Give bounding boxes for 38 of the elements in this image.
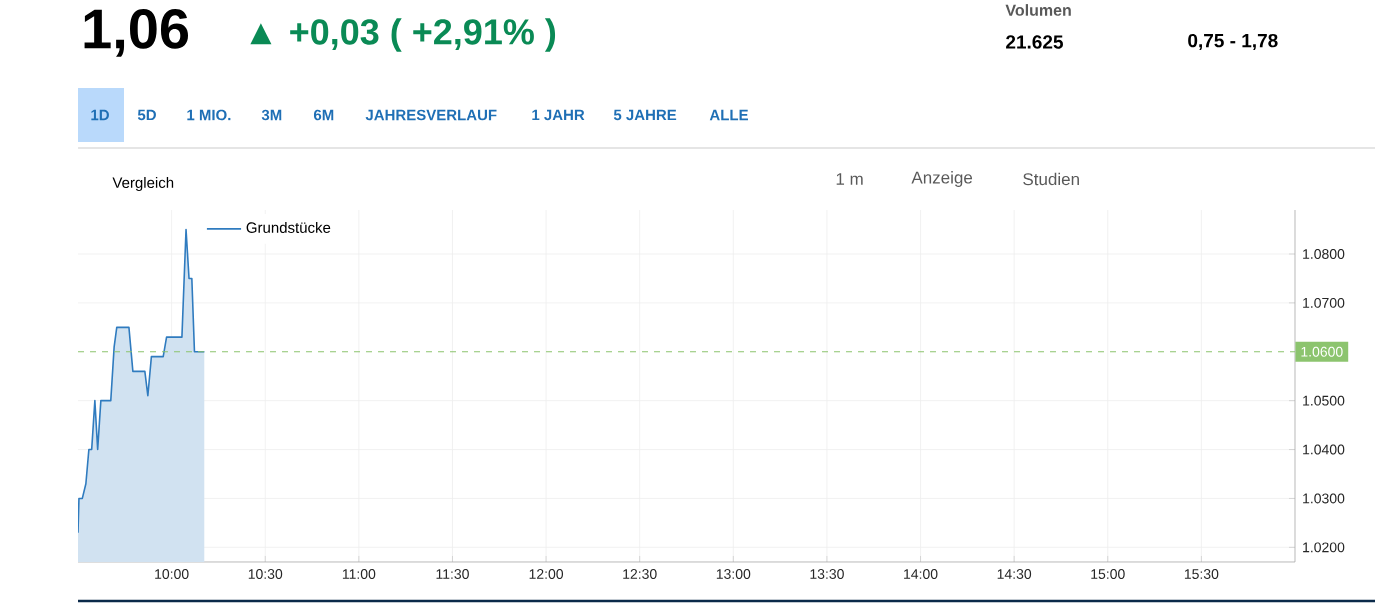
x-tick-label: 11:00 [342, 569, 376, 579]
text: 1 MIO. [187, 109, 231, 121]
text: 0,75 - 1,78 [1188, 33, 1278, 51]
text: 5 JAHRE [613, 109, 677, 121]
x-tick-label: 14:30 [997, 569, 1032, 579]
x-tick-label: 15:30 [1184, 569, 1219, 579]
y-tick-label: 1.0700 [1303, 297, 1345, 308]
x-tick-label: 13:30 [810, 569, 844, 579]
x-tick-label: 13:00 [716, 569, 751, 579]
text: 1 JAHR [532, 109, 585, 121]
text: 1D [91, 109, 109, 121]
chart-title: 1,06 [84, 9, 189, 57]
text: Volumen [1005, 4, 1071, 16]
ref-line-label: 1.0600 [1301, 346, 1343, 357]
x-tick-label: 12:00 [529, 569, 564, 579]
x-tick-label: 11:30 [436, 569, 469, 579]
x-tick-label: 14:00 [904, 569, 938, 579]
y-tick-label: 1.0400 [1303, 444, 1345, 455]
x-tick-label: 10:30 [248, 569, 283, 579]
text: 6M [313, 109, 334, 121]
text: 1 m [836, 173, 863, 185]
text: 21.625 [1006, 35, 1063, 49]
x-tick-label: 15:00 [1091, 569, 1125, 579]
y-tick-label: 1.0200 [1303, 542, 1345, 553]
text: 5D [137, 109, 156, 121]
x-tick-label: 12:30 [623, 569, 657, 579]
text: ALLE [709, 109, 748, 121]
text: Vergleich [112, 177, 174, 191]
y-tick-label: 1.0800 [1303, 249, 1345, 259]
x-tick-label: 10:00 [155, 569, 189, 579]
y-tick-label: 1.0500 [1303, 395, 1345, 406]
text: Anzeige [911, 171, 973, 187]
legend-label: Grundstücke [246, 221, 331, 233]
text: JAHRESVERLAUF [365, 109, 497, 121]
text: 3M [261, 109, 282, 121]
text: Studien [1023, 172, 1079, 186]
y-tick-label: 1.0300 [1303, 493, 1345, 504]
chart-subtitle: ▲ +0,03 ( +2,91% ) [250, 18, 556, 52]
